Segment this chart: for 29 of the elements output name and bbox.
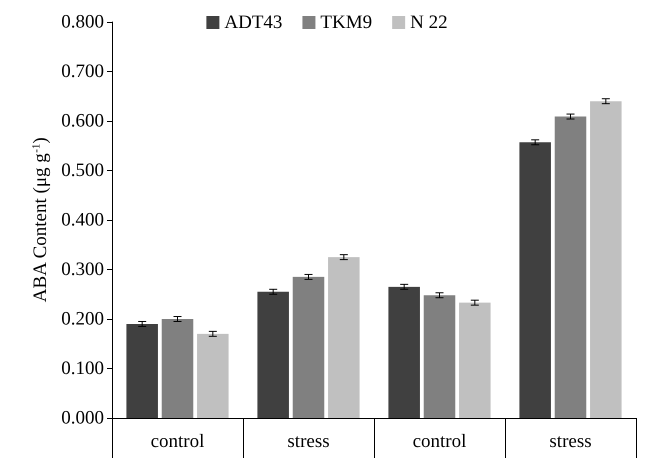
bar — [328, 257, 360, 418]
y-axis-title: ABA Content (μg g-1) — [30, 137, 51, 302]
y-tick-label: 0.400 — [61, 210, 104, 230]
legend-label: N 22 — [410, 12, 448, 33]
y-tick-label: 0.800 — [61, 12, 104, 32]
bar — [388, 286, 420, 418]
bar — [424, 295, 456, 418]
y-tick-label: 0.100 — [61, 358, 104, 379]
bar — [162, 319, 194, 418]
x-tick-label: stress — [549, 431, 592, 452]
x-tick-label: stress — [287, 431, 330, 452]
legend-label: TKM9 — [320, 12, 372, 33]
bar — [292, 276, 324, 418]
y-tick-label: 0.700 — [61, 61, 104, 82]
x-tick-label: control — [150, 431, 204, 452]
y-tick-label: 0.000 — [61, 408, 104, 428]
y-tick-label: 0.500 — [61, 160, 104, 181]
bar — [126, 324, 158, 418]
bar — [257, 292, 289, 418]
y-tick-label: 0.200 — [61, 308, 104, 330]
bar — [197, 334, 229, 418]
bar — [459, 302, 491, 418]
bar — [519, 142, 551, 418]
legend-label: ADT43 — [224, 12, 282, 33]
bar — [590, 101, 622, 418]
x-tick-label: control — [412, 431, 466, 452]
y-tick-label: 0.600 — [61, 110, 104, 132]
bar — [554, 116, 586, 418]
y-tick-label: 0.300 — [61, 259, 104, 280]
